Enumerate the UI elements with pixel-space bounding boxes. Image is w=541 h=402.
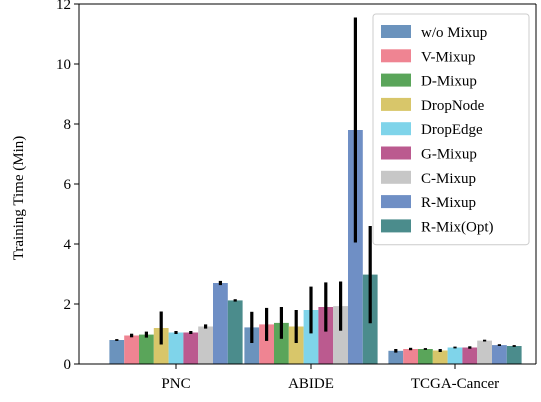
bar bbox=[139, 334, 154, 364]
axes-group: 0 2 4 6 8 10 12 PNC ABIDE TCGA-Cancer bbox=[56, 0, 537, 392]
legend-box bbox=[372, 13, 530, 246]
y-tick-label: 2 bbox=[64, 297, 72, 313]
legend-label: w/o Mixup bbox=[421, 25, 487, 41]
bar bbox=[198, 326, 213, 364]
bar bbox=[168, 332, 184, 364]
bar bbox=[274, 322, 289, 364]
error-bars-group bbox=[115, 17, 516, 353]
y-tick-label: 12 bbox=[56, 0, 71, 13]
legend-label: R-Mixup bbox=[421, 195, 476, 211]
legend-swatch bbox=[381, 219, 411, 233]
legend-swatch bbox=[381, 122, 411, 136]
bar bbox=[213, 283, 228, 364]
y-tick-label: 8 bbox=[64, 117, 72, 133]
y-axis-label: Training Time (Min) bbox=[11, 136, 27, 260]
bar bbox=[227, 300, 243, 364]
legend: w/o Mixup V-Mixup D-Mixup DropNode DropEdge G… bbox=[372, 13, 530, 246]
legend-swatch bbox=[381, 195, 411, 209]
y-tick-label: 6 bbox=[64, 177, 72, 193]
bar bbox=[348, 130, 363, 364]
bars-group bbox=[109, 130, 522, 364]
y-tick-label: 0 bbox=[64, 357, 72, 373]
bar bbox=[506, 346, 522, 364]
x-tick-label: ABIDE bbox=[288, 376, 334, 392]
legend-swatch bbox=[381, 97, 411, 111]
bar bbox=[492, 345, 507, 364]
bar bbox=[244, 327, 260, 364]
bar bbox=[124, 335, 139, 364]
bar bbox=[318, 307, 334, 364]
legend-swatch bbox=[381, 73, 411, 87]
bar bbox=[388, 350, 404, 364]
legend-swatch bbox=[381, 170, 411, 184]
bar bbox=[477, 340, 492, 364]
bar bbox=[183, 332, 199, 364]
legend-swatch bbox=[381, 25, 411, 38]
legend-label: C-Mixup bbox=[421, 171, 476, 187]
x-tick-label: TCGA-Cancer bbox=[411, 376, 499, 392]
legend-label: V-Mixup bbox=[421, 49, 475, 65]
legend-label: D-Mixup bbox=[421, 74, 477, 90]
x-tick-label: PNC bbox=[161, 376, 190, 392]
legend-label: R-Mix(Opt) bbox=[421, 219, 494, 235]
y-tick-label: 4 bbox=[64, 237, 72, 253]
legend-swatch bbox=[381, 49, 411, 63]
bar bbox=[432, 350, 448, 364]
bar bbox=[462, 347, 478, 364]
legend-swatch bbox=[381, 146, 411, 160]
y-tick-label: 10 bbox=[56, 57, 71, 73]
bar bbox=[303, 310, 319, 364]
bar bbox=[259, 324, 274, 364]
bar bbox=[418, 349, 433, 364]
bar bbox=[447, 347, 463, 364]
legend-label: DropEdge bbox=[421, 122, 483, 138]
legend-label: G-Mixup bbox=[421, 147, 477, 163]
bar bbox=[403, 349, 418, 364]
bar bbox=[109, 340, 125, 364]
bar bbox=[153, 328, 169, 364]
bar bbox=[333, 306, 348, 364]
bar bbox=[288, 326, 304, 364]
legend-label: DropNode bbox=[421, 98, 485, 114]
y-axis-ticks: 0 2 4 6 8 10 12 bbox=[56, 0, 79, 373]
x-axis-ticks: PNC ABIDE TCGA-Cancer bbox=[161, 364, 499, 392]
